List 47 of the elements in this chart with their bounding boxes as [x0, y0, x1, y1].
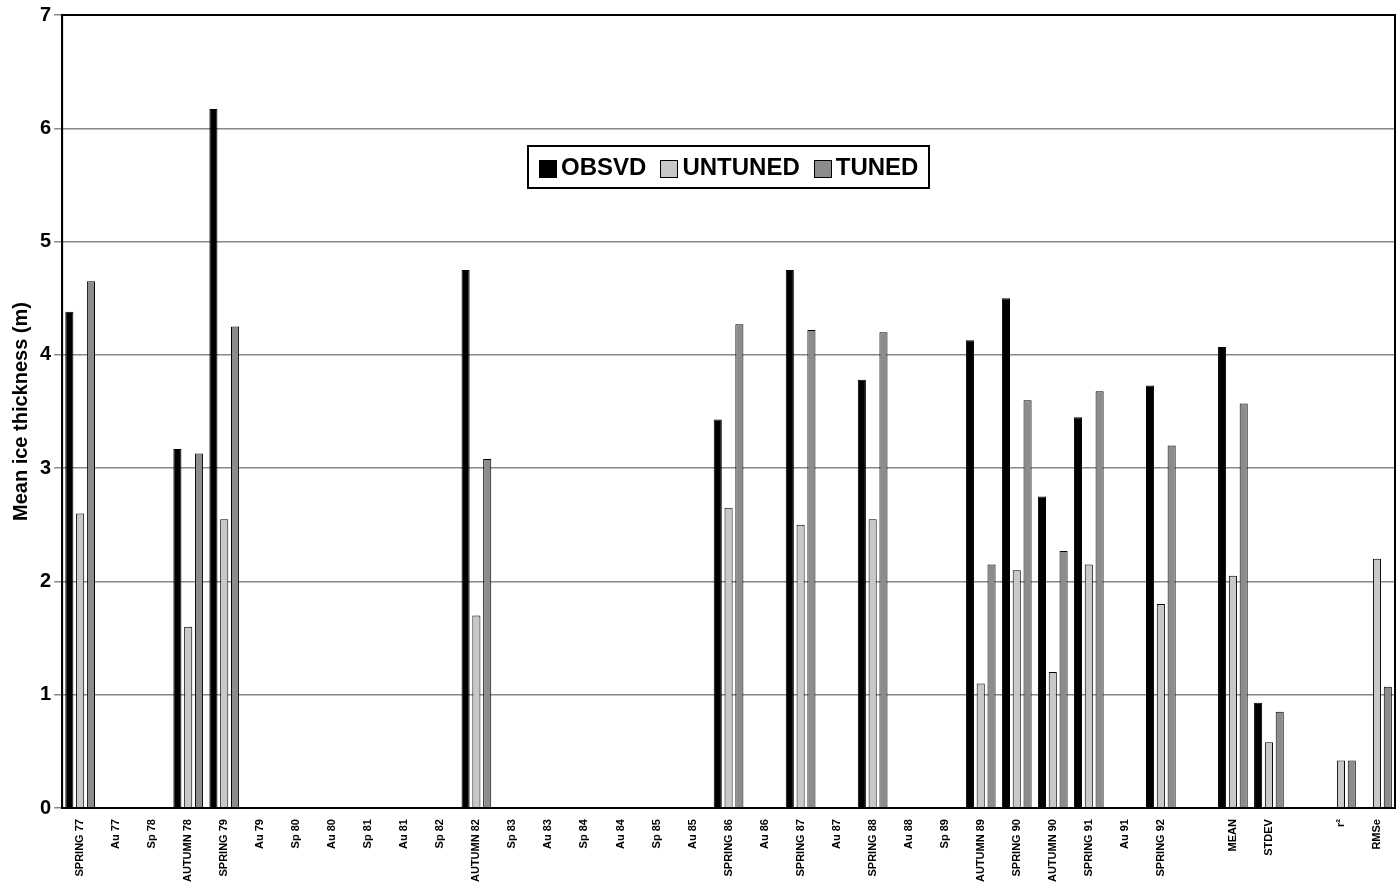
y-tick-label: 4: [40, 342, 52, 365]
x-tick-label: SPRING 87: [793, 819, 806, 877]
x-tick-label: AUTUMN 90: [1045, 819, 1058, 882]
y-tick-label: 6: [40, 115, 52, 138]
x-tick-label: SPRING 79: [217, 819, 230, 877]
x-tick-label: SPRING 88: [865, 819, 878, 877]
x-tick-label: Au 88: [901, 819, 914, 850]
x-tick-label: Au 77: [109, 819, 122, 850]
y-tick-label: 3: [40, 455, 52, 478]
x-tick-label: RMSe: [1370, 819, 1383, 850]
x-tick-label: Sp 89: [937, 819, 950, 849]
legend-label: TUNED: [834, 153, 919, 181]
x-tick-label: AUTUMN 89: [973, 819, 986, 882]
y-tick-label: 1: [40, 682, 52, 705]
x-tick-label: AUTUMN 82: [469, 819, 482, 882]
y-axis-title: Mean ice thickness (m): [8, 302, 31, 522]
x-tick-label: Au 87: [829, 819, 842, 850]
x-tick-label: Sp 81: [361, 819, 374, 849]
y-tick-label: 7: [40, 2, 52, 25]
x-tick-label: Sp 82: [433, 819, 446, 849]
legend-label: OBSVD: [560, 153, 647, 181]
x-tick-label: Au 81: [397, 819, 410, 850]
x-tick-label: Sp 83: [505, 819, 518, 849]
x-tick-label: Au 91: [1117, 819, 1130, 850]
x-tick-label: SPRING 92: [1153, 819, 1166, 877]
legend-label: UNTUNED: [681, 153, 800, 181]
x-tick-label: SPRING 77: [73, 819, 86, 877]
x-tick-label: MEAN: [1225, 819, 1238, 852]
y-tick-label: 0: [40, 795, 52, 818]
x-tick-label: Au 83: [541, 819, 554, 850]
x-tick-label: SPRING 86: [721, 819, 734, 877]
y-tick-label: 2: [40, 568, 52, 591]
x-tick-label: Sp 84: [577, 818, 590, 849]
x-tick-label: Sp 78: [145, 819, 158, 849]
x-tick-label: r²: [1334, 818, 1346, 827]
x-tick-label: SPRING 90: [1009, 819, 1022, 877]
x-tick-label: Au 86: [757, 819, 770, 850]
x-tick-label: Au 80: [325, 819, 338, 850]
x-tick-label: STDEV: [1261, 818, 1274, 856]
x-tick-label: Sp 85: [649, 819, 662, 849]
x-tick-label: Sp 80: [289, 819, 302, 849]
x-tick-label: Au 79: [253, 819, 266, 850]
x-tick-label: Au 84: [613, 818, 626, 850]
x-tick-label: AUTUMN 78: [181, 819, 194, 882]
x-tick-label: Au 85: [685, 819, 698, 850]
y-tick-label: 5: [40, 229, 52, 252]
x-tick-label: SPRING 91: [1081, 819, 1094, 877]
